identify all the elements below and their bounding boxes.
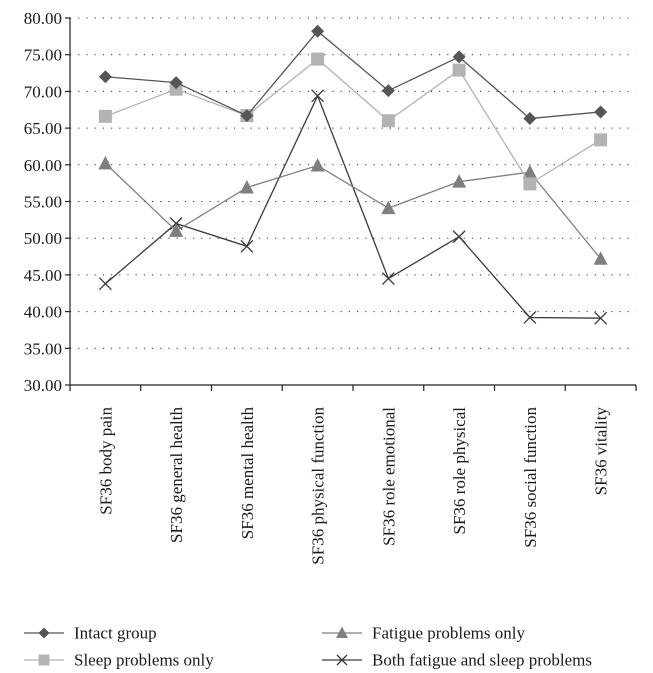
data-point bbox=[452, 63, 466, 77]
legend-item: Intact group bbox=[24, 624, 157, 643]
legend-item: Sleep problems only bbox=[24, 651, 214, 670]
data-point bbox=[336, 654, 348, 666]
data-point bbox=[594, 311, 608, 325]
y-tick-label: 60.00 bbox=[24, 156, 62, 175]
data-point bbox=[336, 626, 348, 638]
series-lines bbox=[98, 24, 608, 325]
series-line bbox=[104, 94, 601, 319]
y-tick-label: 50.00 bbox=[24, 229, 62, 248]
y-tick-label: 55.00 bbox=[24, 193, 62, 212]
data-point bbox=[594, 133, 608, 147]
y-tick-label: 80.00 bbox=[24, 9, 62, 28]
data-point bbox=[594, 105, 608, 119]
x-tick-label: SF36 role physical bbox=[450, 407, 469, 535]
series-line bbox=[105, 30, 601, 120]
x-tick-labels: SF36 body pain SF36 general health SF36 me… bbox=[96, 407, 610, 565]
data-point bbox=[239, 180, 254, 194]
data-point bbox=[169, 223, 184, 237]
data-point bbox=[98, 109, 112, 123]
x-tick-label: SF36 vitality bbox=[592, 407, 611, 496]
data-point bbox=[311, 89, 325, 103]
legend-item: Fatigue problems only bbox=[322, 624, 525, 643]
data-point bbox=[98, 70, 112, 84]
data-point bbox=[381, 84, 395, 98]
x-tick-label: SF36 social function bbox=[521, 407, 540, 548]
data-point bbox=[452, 50, 466, 64]
x-tick-label: SF36 mental health bbox=[238, 407, 257, 540]
data-point bbox=[311, 52, 325, 66]
series-x bbox=[98, 89, 608, 325]
legend-label: Sleep problems only bbox=[74, 651, 214, 670]
series-line bbox=[105, 58, 601, 185]
y-tick-label: 30.00 bbox=[24, 376, 62, 395]
legend: Intact group Sleep problems only Fatigue p… bbox=[24, 624, 592, 670]
x-tick-label: SF36 general health bbox=[167, 407, 186, 543]
data-point bbox=[98, 155, 113, 170]
data-point bbox=[310, 158, 325, 172]
data-point bbox=[240, 239, 254, 253]
data-point bbox=[240, 109, 254, 123]
data-point bbox=[523, 112, 537, 126]
data-point bbox=[523, 311, 537, 324]
x-tick-label: SF36 role emotional bbox=[379, 407, 398, 546]
data-point bbox=[38, 627, 50, 639]
data-point bbox=[523, 177, 537, 191]
series-square bbox=[98, 52, 608, 191]
data-point bbox=[381, 272, 395, 286]
y-tick-label: 75.00 bbox=[24, 46, 62, 65]
axes bbox=[65, 17, 637, 391]
data-point bbox=[452, 230, 466, 244]
y-tick-label: 70.00 bbox=[24, 82, 62, 101]
series-line bbox=[104, 162, 602, 260]
data-point bbox=[522, 164, 537, 179]
data-point bbox=[381, 114, 395, 128]
data-point bbox=[452, 174, 467, 188]
y-tick-label: 35.00 bbox=[24, 339, 62, 358]
legend-label: Intact group bbox=[74, 624, 157, 643]
data-point bbox=[98, 277, 112, 291]
data-point bbox=[311, 24, 325, 38]
x-tick-label: SF36 body pain bbox=[96, 407, 115, 515]
legend-label: Fatigue problems only bbox=[372, 624, 525, 643]
legend-item: Both fatigue and sleep problems bbox=[322, 651, 592, 670]
data-point bbox=[593, 251, 608, 265]
y-tick-label: 65.00 bbox=[24, 119, 62, 138]
series-triangle bbox=[98, 155, 608, 265]
series-diamond bbox=[98, 24, 608, 126]
legend-label: Both fatigue and sleep problems bbox=[372, 651, 592, 670]
data-point bbox=[38, 654, 50, 666]
y-tick-label: 40.00 bbox=[24, 303, 62, 322]
y-tick-labels: 30.00 35.00 40.00 45.00 50.00 55.00 60.00 65.00… bbox=[24, 9, 62, 395]
data-point bbox=[169, 82, 183, 96]
data-point bbox=[169, 76, 183, 90]
y-tick-label: 45.00 bbox=[24, 266, 62, 285]
data-point bbox=[381, 200, 396, 215]
x-tick-label: SF36 physical function bbox=[309, 407, 328, 565]
gridlines bbox=[70, 17, 636, 349]
